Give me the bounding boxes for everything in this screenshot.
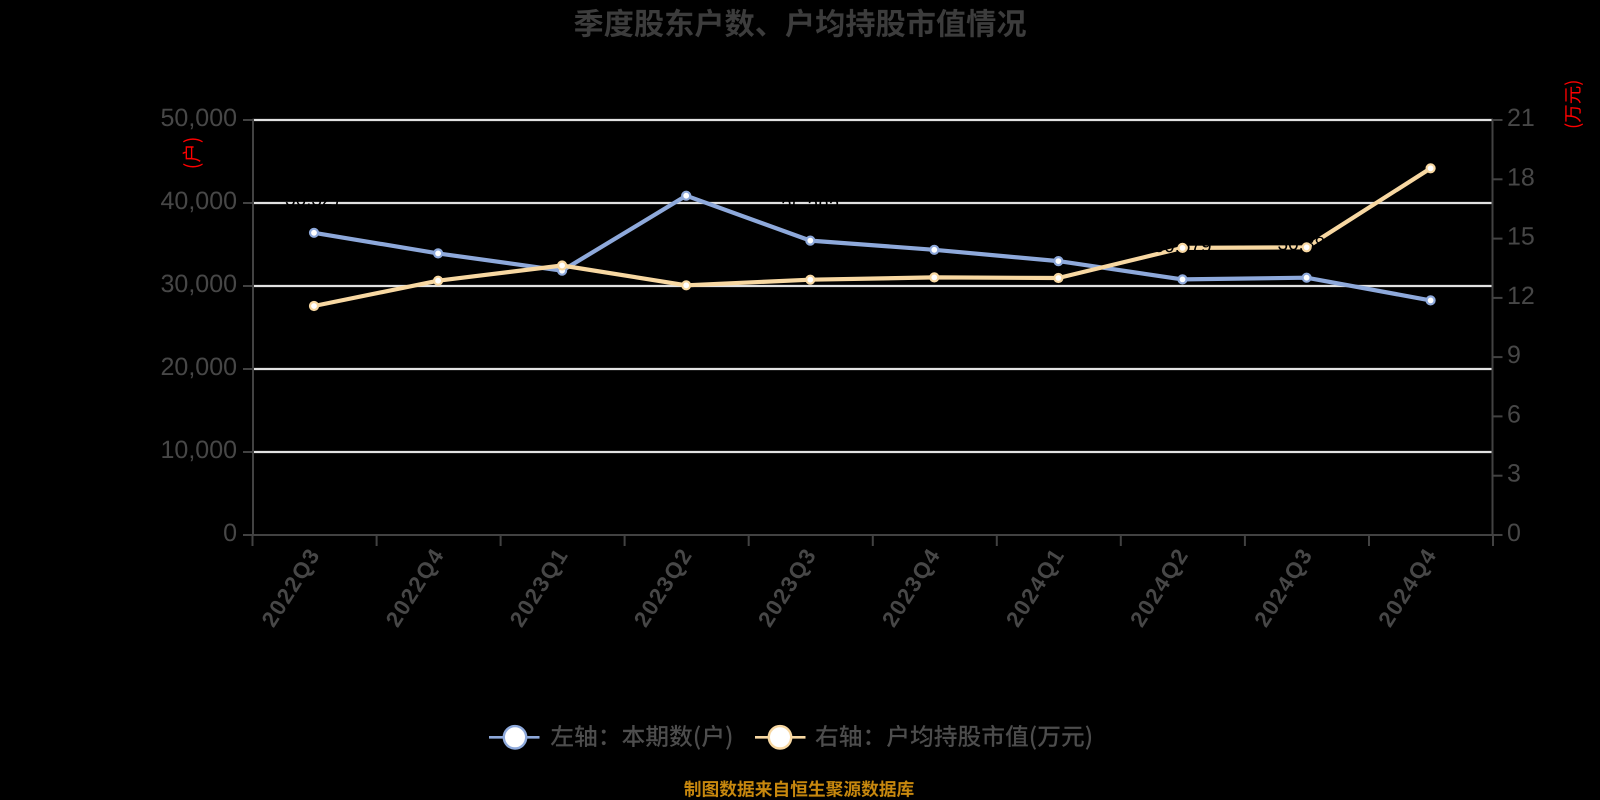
svg-text:15: 15 bbox=[1507, 223, 1535, 251]
svg-text:18: 18 bbox=[1507, 163, 1535, 191]
svg-text:12.82: 12.82 bbox=[414, 320, 462, 341]
svg-text:0: 0 bbox=[1507, 519, 1521, 547]
svg-text:40,824: 40,824 bbox=[657, 152, 716, 173]
svg-text:34,267: 34,267 bbox=[905, 206, 963, 227]
svg-text:14.49: 14.49 bbox=[1159, 287, 1207, 308]
svg-text:21: 21 bbox=[1507, 104, 1535, 132]
svg-text:36,327: 36,327 bbox=[285, 189, 343, 210]
svg-text:12.99: 12.99 bbox=[911, 316, 959, 337]
svg-text:12.96: 12.96 bbox=[1035, 317, 1083, 338]
svg-text:14.52: 14.52 bbox=[1283, 286, 1331, 307]
svg-text:13.59: 13.59 bbox=[538, 305, 586, 326]
svg-text:50,000: 50,000 bbox=[161, 104, 237, 132]
svg-text:0: 0 bbox=[223, 519, 237, 547]
svg-text:3: 3 bbox=[1507, 460, 1521, 488]
svg-text:9: 9 bbox=[1507, 341, 1521, 369]
svg-text:33,830: 33,830 bbox=[409, 210, 467, 231]
svg-text:10,000: 10,000 bbox=[161, 436, 237, 464]
svg-text:35,382: 35,382 bbox=[781, 197, 839, 218]
svg-text:31,733: 31,733 bbox=[533, 227, 591, 248]
svg-text:40,000: 40,000 bbox=[161, 187, 237, 215]
svg-text:28,133: 28,133 bbox=[1402, 257, 1460, 278]
svg-text:30,000: 30,000 bbox=[161, 270, 237, 298]
svg-text:12.87: 12.87 bbox=[787, 319, 835, 340]
svg-text:20,000: 20,000 bbox=[161, 353, 237, 381]
svg-text:11.53: 11.53 bbox=[291, 345, 337, 366]
svg-text:6: 6 bbox=[1507, 400, 1521, 428]
svg-text:32,897: 32,897 bbox=[1029, 218, 1087, 239]
svg-text:12: 12 bbox=[1507, 282, 1535, 310]
svg-text:12.58: 12.58 bbox=[662, 324, 710, 345]
svg-text:18.54: 18.54 bbox=[1407, 207, 1455, 228]
